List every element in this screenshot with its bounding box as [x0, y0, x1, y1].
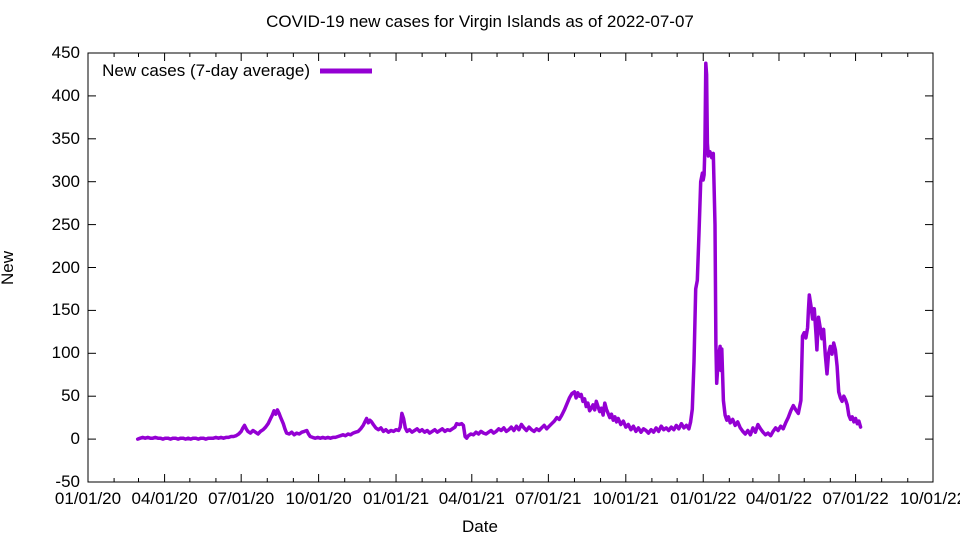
plot-border [87, 52, 934, 483]
x-tick-label: 04/01/20 [131, 489, 198, 508]
x-tick-label: 10/01/22 [899, 489, 960, 508]
x-axis-label: Date [462, 517, 498, 536]
x-tick-label: 07/01/22 [822, 489, 889, 508]
y-tick-label: 400 [51, 85, 80, 105]
x-tick-label: 07/01/20 [208, 489, 275, 508]
legend-label: New cases (7-day average) [102, 61, 310, 80]
data-line [135, 61, 863, 441]
y-tick-label: 300 [51, 171, 80, 191]
y-tick-label: 100 [51, 343, 80, 363]
y-tick-label: 150 [51, 300, 80, 320]
x-tick-label: 01/01/20 [54, 489, 122, 508]
y-tick-label: 50 [61, 386, 80, 406]
y-tick-label: -50 [55, 472, 80, 491]
x-tick-label: 10/01/21 [592, 489, 659, 508]
x-tick-label: 01/01/22 [670, 489, 737, 508]
y-tick-label: 0 [70, 429, 80, 449]
y-tick-label: 200 [51, 257, 80, 277]
y-tick-label: 450 [51, 43, 80, 62]
x-tick-label: 04/01/21 [438, 489, 505, 508]
y-tick-label: 350 [51, 128, 80, 148]
x-tick-label: 04/01/22 [745, 489, 813, 508]
x-tick-label: 07/01/21 [515, 489, 582, 508]
chart-title: COVID-19 new cases for Virgin Islands as… [266, 12, 694, 31]
y-tick-label: 250 [51, 214, 80, 234]
x-tick-label: 10/01/20 [285, 489, 352, 508]
x-tick-label: 01/01/21 [362, 489, 430, 508]
